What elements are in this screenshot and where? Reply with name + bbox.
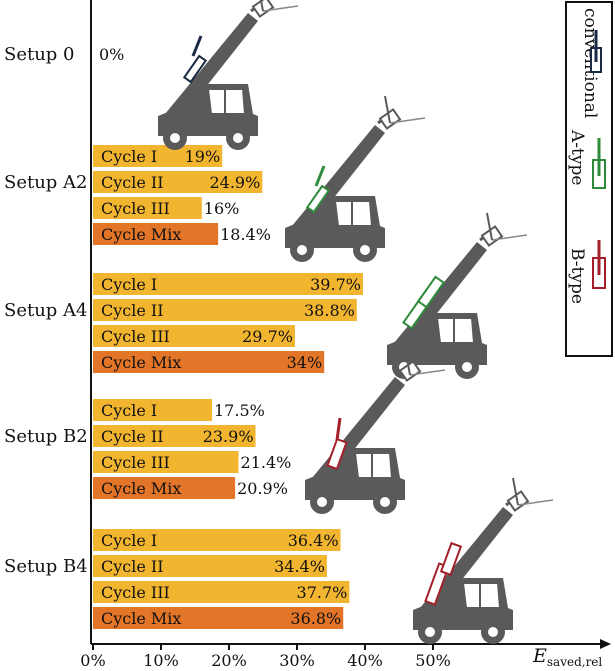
- bar-category-label: Cycle II: [101, 427, 164, 446]
- value-label: 34.4%: [274, 557, 325, 576]
- setup-labels: Setup 0 Setup A2 Setup A4 Setup B2 Setup B4: [4, 44, 88, 577]
- bar-category-label: Cycle II: [101, 557, 164, 576]
- value-label: 36.4%: [288, 531, 339, 550]
- x-ticks: 0% 10% 20% 30% 40% 50%: [80, 644, 451, 670]
- bar-category-label: Cycle I: [101, 401, 157, 420]
- value-label: 18.4%: [220, 225, 271, 244]
- bar-category-label: Cycle III: [101, 327, 170, 346]
- setup-label: Setup A2: [4, 172, 88, 193]
- legend: conventional A-type B-type: [565, 1, 613, 357]
- bar-cycle: [93, 399, 212, 421]
- bar-cycle: [93, 581, 350, 603]
- bar-category-label: Cycle I: [101, 531, 157, 550]
- x-tick-label: 20%: [211, 651, 247, 670]
- x-tick-label: 50%: [415, 651, 451, 670]
- x-tick-label: 10%: [143, 651, 179, 670]
- machine-setup-b2: [303, 346, 447, 516]
- x-axis-arrow: [600, 639, 611, 649]
- machine-setup-a2: [283, 94, 427, 264]
- value-label: 34%: [287, 353, 323, 372]
- value-label: 24.9%: [209, 173, 260, 192]
- bar-cycle-mix: [93, 607, 344, 629]
- value-label: 39.7%: [310, 275, 361, 294]
- bar-category-label: Cycle I: [101, 147, 157, 166]
- value-label: 37.7%: [297, 583, 348, 602]
- setup-label: Setup B2: [4, 426, 88, 447]
- bar-cycle: [93, 145, 223, 167]
- x-axis-label: Esaved,rel: [532, 645, 602, 669]
- value-label: 0%: [99, 45, 124, 64]
- bars: 0% Cycle I 19% Cycle II 24.9% Cycle III 16% Cyc…: [93, 45, 363, 629]
- value-label: 20.9%: [237, 479, 288, 498]
- x-tick-label: 30%: [279, 651, 315, 670]
- bar-cycle: [93, 299, 357, 321]
- machine-setup-0: [156, 0, 300, 152]
- bar-category-label: Cycle II: [101, 301, 164, 320]
- bar-cycle: [93, 273, 363, 295]
- bar-category-label: Cycle III: [101, 453, 170, 472]
- bar-category-label: Cycle III: [101, 199, 170, 218]
- bar-cycle-mix: [93, 223, 219, 245]
- bar-cycle-mix: [93, 351, 325, 373]
- value-label: 16%: [204, 199, 240, 218]
- setup-label: Setup B4: [4, 556, 88, 577]
- machine-setup-a4: [385, 211, 529, 381]
- bar-cycle: [93, 555, 327, 577]
- bar-cycle: [93, 529, 341, 551]
- value-label: 36.8%: [290, 609, 341, 628]
- bar-cycle: [93, 325, 295, 347]
- value-label: 38.8%: [304, 301, 355, 320]
- cylinder-a-type: [305, 184, 331, 214]
- bar-category-label: Cycle Mix: [101, 353, 181, 372]
- x-tick-label: 40%: [347, 651, 383, 670]
- setup-label: Setup A4: [4, 300, 88, 321]
- machine-setup-b4: [411, 476, 555, 646]
- value-label: 19%: [185, 147, 221, 166]
- value-label: 23.9%: [203, 427, 254, 446]
- legend-label-b-type: B-type: [567, 248, 587, 304]
- legend-item-b-type: B-type: [567, 240, 606, 304]
- bar-category-label: Cycle Mix: [101, 479, 181, 498]
- bar-category-label: Cycle I: [101, 275, 157, 294]
- setup-label: Setup 0: [4, 44, 75, 65]
- bar-cycle: [93, 425, 256, 447]
- cylinder-conventional: [182, 54, 208, 84]
- bar-category-label: Cycle Mix: [101, 609, 181, 628]
- legend-item-conventional: conventional: [580, 8, 602, 118]
- bar-category-label: Cycle Mix: [101, 225, 181, 244]
- bar-category-label: Cycle III: [101, 583, 170, 602]
- legend-label-a-type: A-type: [567, 129, 587, 185]
- value-label: 29.7%: [242, 327, 293, 346]
- bar-cycle-mix: [93, 477, 236, 499]
- cylinder-b-type: [326, 437, 348, 471]
- bar-category-label: Cycle II: [101, 173, 164, 192]
- bar-cycle: [93, 171, 263, 193]
- x-tick-label: 0%: [80, 651, 105, 670]
- value-label: 21.4%: [241, 453, 292, 472]
- bar-cycle: [93, 451, 239, 473]
- x-axis-label-sub: saved,rel: [547, 655, 603, 669]
- legend-item-a-type: A-type: [567, 129, 606, 189]
- value-label: 17.5%: [214, 401, 265, 420]
- bar-cycle: [93, 197, 202, 219]
